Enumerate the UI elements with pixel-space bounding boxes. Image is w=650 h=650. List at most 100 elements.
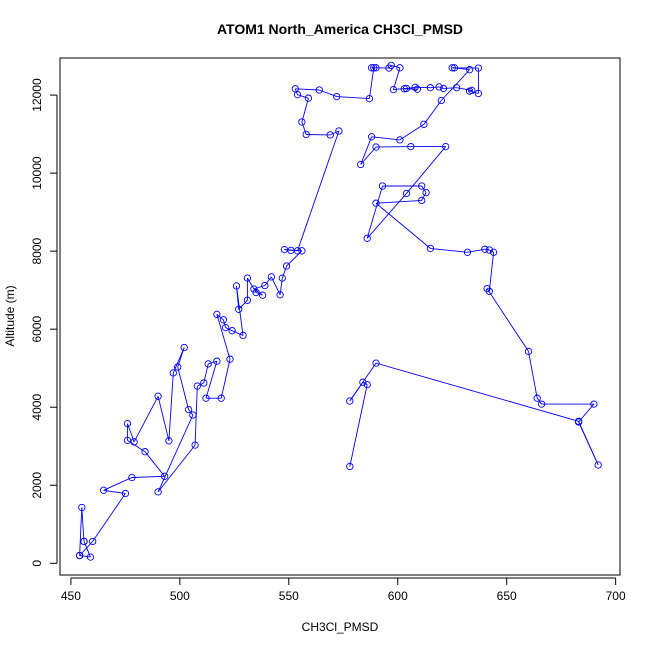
data-point [154,392,162,400]
data-point [261,281,269,290]
plot-frame [59,57,621,576]
series-line-segment [231,330,244,336]
series-line-segment [103,477,133,491]
series-line-segment [536,397,542,405]
data-point [228,327,236,335]
series-line-segment [368,67,375,99]
series-line-segment [371,136,400,141]
x-tick-label: 700 [606,589,626,603]
series-line-segment [375,202,431,249]
data-point [474,89,483,98]
data-point [226,355,234,363]
data-point [426,84,435,92]
data-point [442,142,450,151]
series-line-segment [157,396,170,441]
data-point [359,378,367,386]
series-line-segment [301,121,307,135]
series-line-segment [366,193,407,239]
data-point [232,282,241,290]
data-point [422,188,430,197]
series-line-segment [247,277,257,293]
data-point [99,486,108,494]
data-point [180,343,188,352]
data-point [123,419,132,428]
series-line-segment [421,192,427,201]
data-point [407,142,415,151]
y-axis: 0 2000 4000 6000 8000 10000 12000 [30,78,58,567]
series-line-segment [205,361,218,399]
data-point [200,379,208,387]
data-point [465,87,474,95]
x-axis: 450 500 550 600 650 700 [61,577,626,603]
series-line-segment [349,384,368,467]
data-point [326,131,334,139]
data-point [123,436,132,445]
series-line-segment [301,98,309,123]
series-line-segment [392,67,401,90]
x-tick-label: 550 [279,589,299,603]
data-point [465,66,474,74]
data-point [169,369,177,377]
series-line-segment [349,381,364,402]
data-point [489,248,498,256]
data-point [217,394,225,402]
series-line-segment [222,319,227,328]
series-line-segment [79,555,91,558]
data-point [372,359,380,367]
x-tick-label: 450 [61,589,81,603]
data-point [387,61,395,70]
data-point [78,503,86,512]
series-line-segment [366,185,383,239]
data-point [213,357,221,365]
data-point [533,394,541,402]
data-point [450,64,459,72]
series-line-segment [375,362,579,422]
series-line-segment [375,199,422,204]
marker-layer [75,61,602,561]
data-point [363,234,371,242]
data-point [89,537,97,546]
data-point [372,64,380,72]
y-axis-label: Altitude (m) [3,285,17,346]
data-point [128,473,136,482]
series-line-segment [281,265,288,279]
series-line-segment [131,475,165,478]
series-line-segment [253,285,265,290]
data-point [448,64,456,72]
data-point [141,448,149,456]
series-line-segment [454,67,470,71]
series-line-segment [488,252,495,292]
data-point [411,83,419,91]
data-point [165,437,173,445]
series-line-segment [144,451,165,477]
series-line-segment [430,86,440,89]
data-point [130,438,138,446]
data-point [418,182,426,190]
data-point [193,382,201,390]
data-point [291,85,299,93]
data-point [219,316,228,324]
y-tick-label: 8000 [30,237,44,264]
series-line-segment [362,381,368,385]
data-point [302,130,310,139]
series-line-segment [92,493,126,542]
data-point [121,489,130,498]
data-point [378,182,387,190]
y-tick-label: 4000 [30,394,44,421]
data-point [365,94,374,103]
series-line-segment [528,351,538,399]
series-line-segment [486,288,529,352]
series-line-segment [236,285,240,310]
data-point [80,537,88,546]
data-point [537,400,546,408]
data-point [243,274,252,282]
data-point [276,291,284,299]
y-tick-label: 10000 [30,156,44,190]
data-point [485,246,493,254]
data-point [75,551,84,560]
series-line-segment [443,87,457,89]
data-point [335,127,343,135]
data-point [357,160,365,169]
